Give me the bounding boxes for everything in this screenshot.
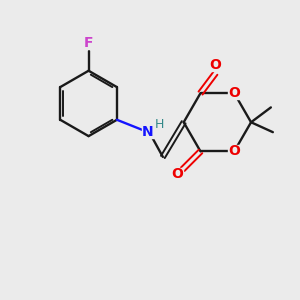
Bar	[228, 146, 241, 158]
Bar	[228, 87, 241, 99]
Bar	[82, 37, 94, 49]
Bar	[142, 126, 154, 138]
Bar	[170, 168, 183, 180]
Text: O: O	[228, 144, 240, 158]
Bar	[209, 59, 222, 71]
Text: O: O	[228, 86, 240, 100]
Text: O: O	[209, 58, 221, 72]
Text: F: F	[84, 36, 93, 50]
Text: N: N	[142, 125, 154, 139]
Text: O: O	[171, 167, 183, 181]
Text: H: H	[155, 118, 165, 131]
